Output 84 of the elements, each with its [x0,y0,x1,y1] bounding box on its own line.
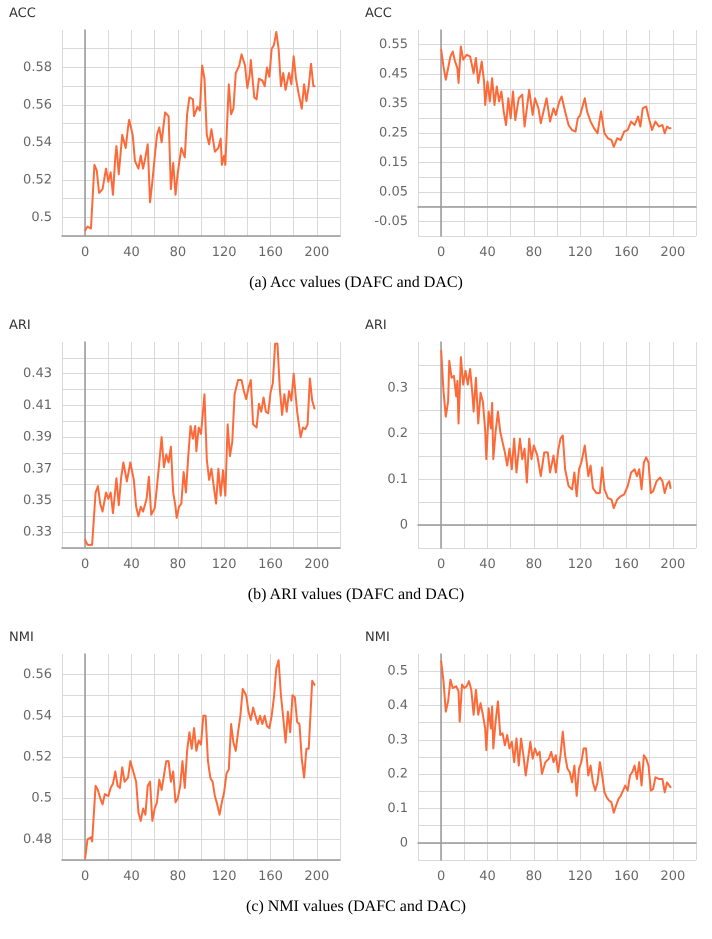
x-tick-label: 0 [437,869,446,884]
y-tick-label: 0.37 [23,461,52,476]
y-tick-label: 0.5 [31,210,52,225]
y-tick-label: 0.56 [23,667,52,682]
y-tick-label: 0.05 [379,184,408,200]
chart-title: ACC [365,6,392,21]
y-tick-label: 0.4 [387,698,408,713]
x-tick-label: 120 [212,245,237,260]
line-series [84,342,316,546]
text: (b) ARI values (DAFC and DAC) [246,586,466,604]
x-tick-label: 160 [614,557,639,572]
x-tick-label: 200 [304,557,330,572]
line-series [440,45,672,148]
y-tick-label: 0.35 [23,492,52,508]
y-tick-label: 0.39 [23,430,52,445]
y-tick-label: 0 [400,835,408,850]
x-tick-label: 0 [437,557,446,572]
chart-title: NMI [365,630,390,645]
y-tick-label: 0.3 [387,380,408,396]
y-tick-label: 0.3 [387,732,408,748]
y-tick-label: 0.54 [23,134,52,150]
x-tick-label: 0 [81,869,90,884]
x-tick-label: 0 [81,557,90,572]
y-tick-label: 0.52 [23,172,52,188]
x-tick-label: 160 [614,245,639,260]
y-tick-label: 0.52 [23,750,52,764]
y-tick-label: 0.2 [387,426,408,442]
x-tick-label: 200 [304,869,330,884]
x-tick-label: 80 [526,557,542,572]
y-tick-label: 0.43 [23,366,52,382]
x-tick-label: 80 [170,557,186,572]
y-tick-label: 0.56 [23,97,52,112]
y-tick-label: 0.45 [379,66,408,82]
x-tick-label: 80 [526,869,542,884]
x-tick-label: 40 [479,869,496,884]
y-tick-label: 0.5 [31,790,52,806]
x-tick-label: 0 [437,245,446,260]
y-tick-label: 0.41 [23,398,52,413]
y-tick-label: 0 [400,518,408,533]
x-tick-label: 120 [212,869,237,884]
x-tick-label: 160 [258,869,283,884]
x-tick-label: 160 [614,869,639,884]
y-tick-label: 0.58 [23,60,52,75]
x-tick-label: 200 [660,869,686,884]
line-series [440,660,672,814]
chart-title: ARI [365,318,387,333]
line-series [440,350,672,510]
chart-title: NMI [9,630,34,645]
y-tick-label: 0.1 [387,472,408,487]
chart-title: ACC [9,6,36,21]
y-tick-label: 0.2 [387,766,408,782]
y-tick-label: 0.48 [23,832,52,847]
y-tick-label: 0.33 [23,524,52,540]
y-tick-label: 0.54 [23,708,52,724]
text: (c) NMI values (DAFC and DAC) [245,898,467,916]
x-tick-label: 80 [170,869,186,884]
x-tick-label: 120 [568,869,593,884]
x-tick-label: 40 [479,557,496,572]
x-tick-label: 160 [258,245,283,260]
x-tick-label: 80 [526,245,542,260]
text: (a) Acc values (DAFC and DAC) [248,274,464,292]
x-tick-label: 0 [81,245,90,260]
x-tick-label: 160 [258,557,283,572]
y-tick-label: 0.15 [379,154,408,170]
y-tick-label: 0.55 [379,37,408,52]
y-tick-label: 0.5 [387,664,408,679]
chart-title: ARI [9,318,31,333]
x-tick-label: 40 [123,245,140,260]
y-tick-label: 0.25 [379,126,408,140]
x-tick-label: 120 [568,557,593,572]
x-tick-label: 200 [304,245,330,260]
x-tick-label: 120 [212,557,237,572]
x-tick-label: 200 [660,245,686,260]
x-tick-label: 40 [123,557,140,572]
x-tick-label: 40 [123,869,140,884]
x-tick-label: 80 [170,245,186,260]
y-tick-label: 0.35 [379,96,408,112]
x-tick-label: 200 [660,557,686,572]
y-tick-label: 0.1 [387,801,408,816]
y-tick-label: -0.05 [374,214,408,229]
line-series [84,30,316,232]
x-tick-label: 120 [568,245,593,260]
x-tick-label: 40 [479,245,496,260]
line-series [84,659,316,859]
